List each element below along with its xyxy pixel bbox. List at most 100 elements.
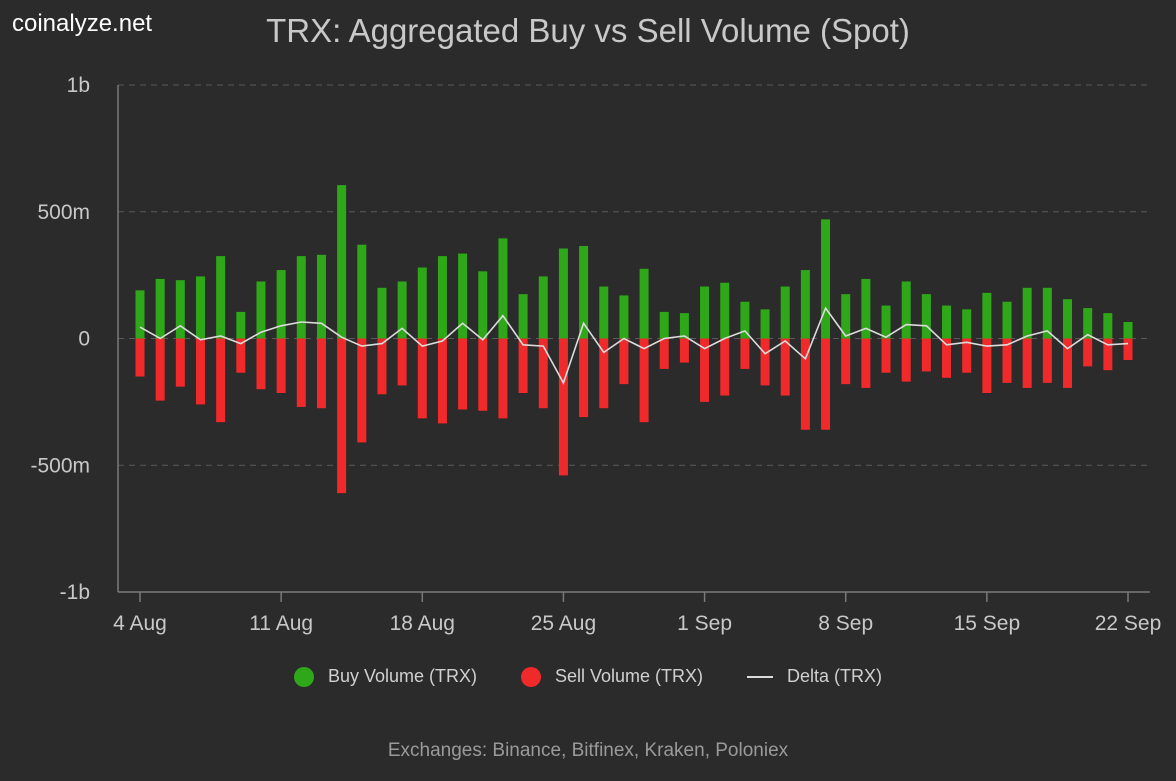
buy-volume-bar[interactable] <box>901 281 911 339</box>
sell-volume-bar[interactable] <box>982 338 992 394</box>
buy-volume-bar[interactable] <box>155 278 165 339</box>
buy-volume-bar[interactable] <box>1063 299 1073 339</box>
sell-volume-bar[interactable] <box>458 338 468 410</box>
sell-volume-bar[interactable] <box>679 338 689 363</box>
buy-volume-bar[interactable] <box>679 313 689 339</box>
sell-volume-bar[interactable] <box>478 338 488 411</box>
buy-volume-bar[interactable] <box>942 305 952 339</box>
sell-volume-bar[interactable] <box>316 338 326 409</box>
sell-volume-bar[interactable] <box>921 338 931 372</box>
buy-volume-bar[interactable] <box>437 256 447 339</box>
sell-volume-bar[interactable] <box>377 338 387 395</box>
sell-volume-bar[interactable] <box>1063 338 1073 388</box>
sell-volume-bar[interactable] <box>1083 338 1093 367</box>
sell-volume-bar[interactable] <box>195 338 205 405</box>
sell-volume-bar[interactable] <box>397 338 407 386</box>
buy-volume-bar[interactable] <box>740 301 750 339</box>
sell-volume-bar[interactable] <box>861 338 871 388</box>
buy-volume-bar[interactable] <box>357 244 367 339</box>
buy-volume-bar[interactable] <box>458 253 468 339</box>
sell-volume-bar[interactable] <box>296 338 306 407</box>
buy-volume-bar[interactable] <box>1123 322 1133 339</box>
sell-volume-bar[interactable] <box>558 338 568 476</box>
sell-volume-bar[interactable] <box>962 338 972 373</box>
buy-volume-bar[interactable] <box>962 309 972 339</box>
sell-volume-bar[interactable] <box>901 338 911 382</box>
sell-volume-bar[interactable] <box>821 338 831 430</box>
sell-volume-bar[interactable] <box>538 338 548 409</box>
buy-volume-bar[interactable] <box>276 270 286 339</box>
buy-volume-bar[interactable] <box>195 276 205 339</box>
buy-volume-bar[interactable] <box>579 245 589 339</box>
sell-volume-bar[interactable] <box>1042 338 1052 383</box>
buy-volume-bar[interactable] <box>296 256 306 339</box>
buy-volume-bar[interactable] <box>821 219 831 339</box>
delta-line[interactable] <box>139 306 1129 385</box>
buy-volume-bar[interactable] <box>1042 287 1052 339</box>
buy-volume-bar[interactable] <box>478 271 488 339</box>
buy-volume-bar[interactable] <box>982 292 992 339</box>
sell-volume-bar[interactable] <box>437 338 447 424</box>
sell-volume-bar[interactable] <box>841 338 851 385</box>
sell-volume-bar[interactable] <box>236 338 246 373</box>
buy-volume-bar[interactable] <box>639 268 649 339</box>
sell-volume-bar[interactable] <box>579 338 589 418</box>
buy-volume-bar[interactable] <box>841 294 851 339</box>
sell-volume-bar[interactable] <box>155 338 165 401</box>
sell-volume-bar[interactable] <box>1103 338 1113 371</box>
legend-item-buy[interactable]: Buy Volume (TRX) <box>293 666 477 687</box>
buy-volume-bar[interactable] <box>337 185 347 339</box>
sell-volume-bar[interactable] <box>800 338 810 430</box>
buy-volume-bar[interactable] <box>1083 308 1093 339</box>
sell-volume-bar[interactable] <box>619 338 629 385</box>
sell-volume-bar[interactable] <box>639 338 649 423</box>
legend-item-delta[interactable]: Delta (TRX) <box>747 666 882 687</box>
buy-volume-bar[interactable] <box>780 286 790 339</box>
sell-volume-bar[interactable] <box>337 338 347 494</box>
buy-volume-bar[interactable] <box>236 311 246 339</box>
sell-volume-bar[interactable] <box>1123 338 1133 361</box>
sell-volume-bar[interactable] <box>357 338 367 443</box>
sell-volume-bar[interactable] <box>599 338 609 409</box>
buy-volume-bar[interactable] <box>700 286 710 339</box>
buy-volume-bar[interactable] <box>538 276 548 339</box>
sell-volume-bar[interactable] <box>760 338 770 386</box>
sell-volume-bar[interactable] <box>175 338 185 387</box>
buy-volume-bar[interactable] <box>720 282 730 339</box>
sell-volume-bar[interactable] <box>881 338 891 373</box>
sell-volume-bar[interactable] <box>659 338 669 369</box>
sell-volume-bar[interactable] <box>1002 338 1012 383</box>
buy-volume-bar[interactable] <box>175 280 185 339</box>
sell-volume-bar[interactable] <box>417 338 427 419</box>
sell-volume-bar[interactable] <box>720 338 730 396</box>
buy-volume-bar[interactable] <box>599 286 609 339</box>
buy-volume-bar[interactable] <box>256 281 266 339</box>
sell-volume-bar[interactable] <box>740 338 750 369</box>
buy-volume-bar[interactable] <box>558 248 568 339</box>
sell-volume-bar[interactable] <box>518 338 528 394</box>
buy-volume-bar[interactable] <box>377 287 387 339</box>
sell-volume-bar[interactable] <box>276 338 286 394</box>
buy-volume-bar[interactable] <box>800 270 810 339</box>
buy-volume-bar[interactable] <box>1002 301 1012 339</box>
buy-volume-bar[interactable] <box>760 309 770 339</box>
buy-volume-bar[interactable] <box>216 256 226 339</box>
buy-volume-bar[interactable] <box>619 295 629 339</box>
sell-volume-bar[interactable] <box>1022 338 1032 388</box>
buy-volume-bar[interactable] <box>921 294 931 339</box>
brand-logo-text[interactable]: coinalyze.net <box>12 10 153 37</box>
buy-volume-bar[interactable] <box>1022 287 1032 339</box>
buy-volume-bar[interactable] <box>861 278 871 339</box>
buy-volume-bar[interactable] <box>881 305 891 339</box>
sell-volume-bar[interactable] <box>780 338 790 396</box>
buy-volume-bar[interactable] <box>417 267 427 339</box>
legend-item-sell[interactable]: Sell Volume (TRX) <box>520 666 703 687</box>
buy-volume-bar[interactable] <box>1103 313 1113 339</box>
sell-volume-bar[interactable] <box>216 338 226 423</box>
sell-volume-bar[interactable] <box>700 338 710 402</box>
buy-volume-bar[interactable] <box>397 281 407 339</box>
buy-volume-bar[interactable] <box>316 254 326 339</box>
buy-volume-bar[interactable] <box>518 294 528 339</box>
sell-volume-bar[interactable] <box>498 338 508 419</box>
buy-volume-bar[interactable] <box>498 238 508 339</box>
